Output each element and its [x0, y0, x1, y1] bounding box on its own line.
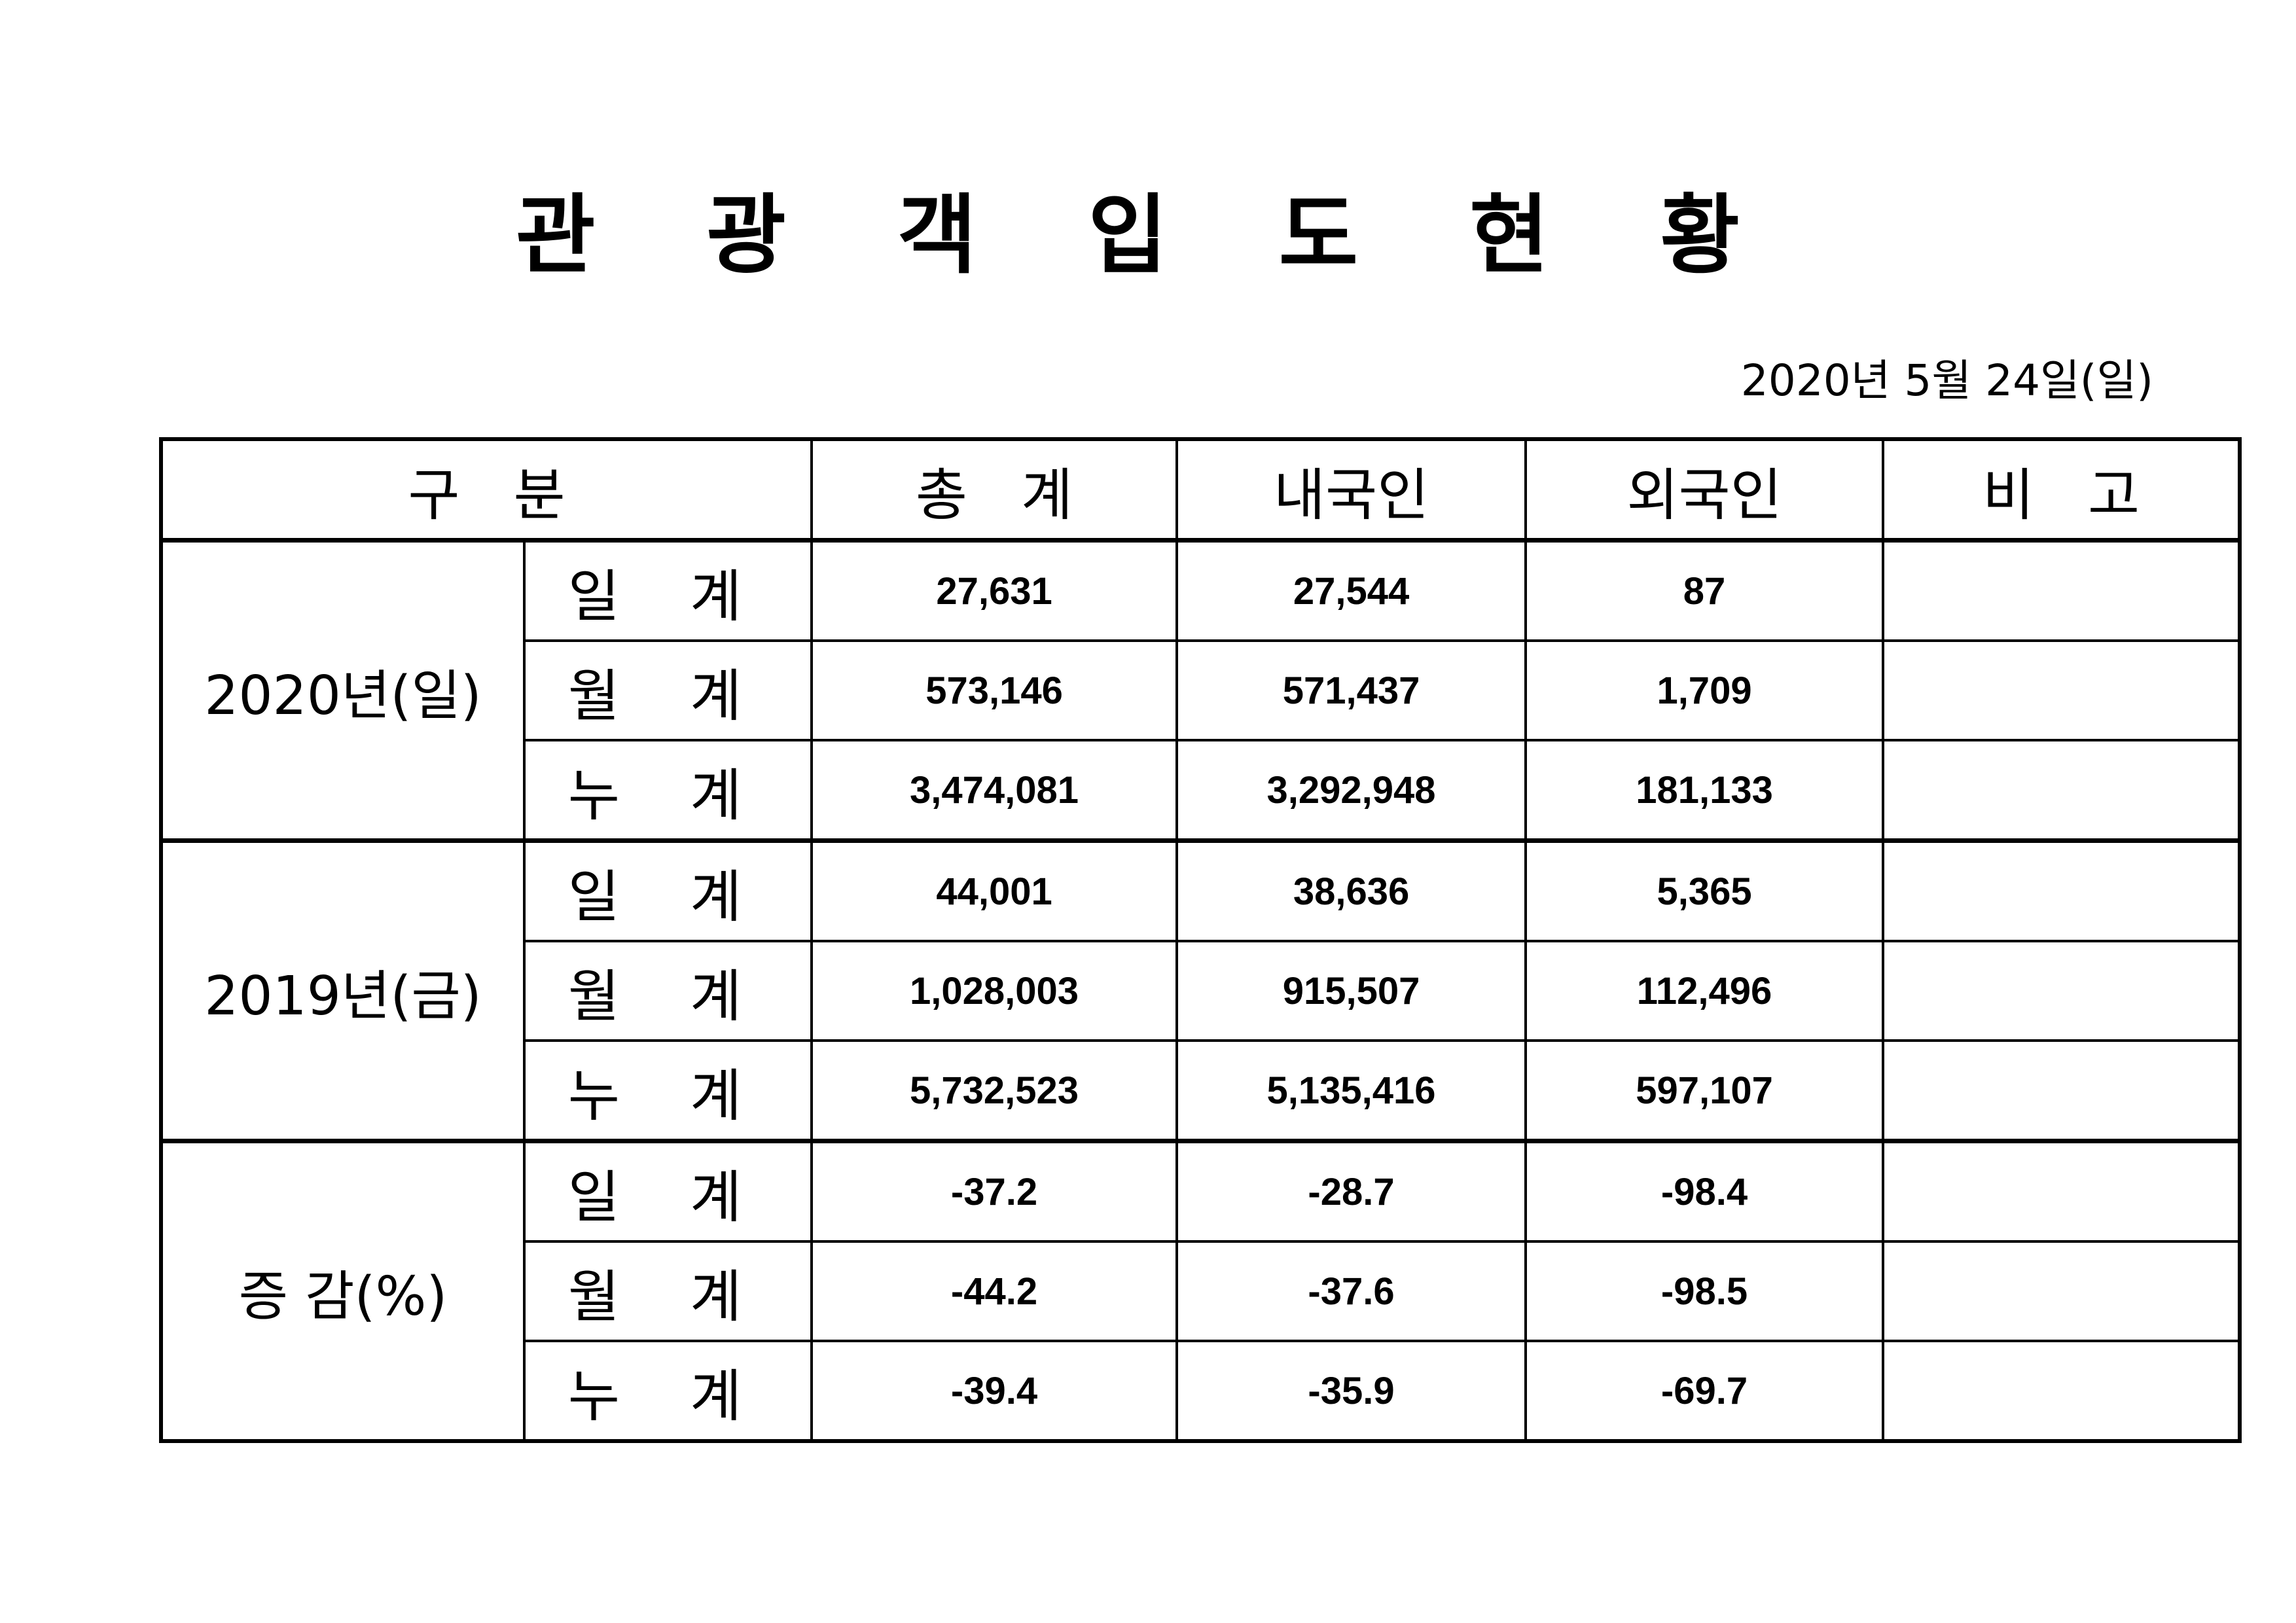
total-cell: -37.2 — [810, 1139, 1179, 1243]
domestic-cell: -37.6 — [1175, 1240, 1528, 1342]
table-row: 월 계 1,028,003 915,507 112,496 — [161, 940, 2242, 1042]
note-cell — [1882, 1039, 2242, 1143]
table-row: 누 계 3,474,081 3,292,948 181,133 — [161, 739, 2242, 842]
total-cell: -39.4 — [810, 1340, 1179, 1442]
note-cell — [1882, 538, 2242, 642]
total-cell: 44,001 — [810, 838, 1179, 942]
period-label: 일 계 — [522, 1139, 814, 1243]
table-row: 월 계 573,146 571,437 1,709 — [161, 639, 2242, 741]
period-label: 누 계 — [522, 739, 814, 842]
header-category: 구 분 — [159, 438, 814, 543]
foreign-cell: -69.7 — [1524, 1340, 1885, 1442]
table-row: 누 계 -39.4 -35.9 -69.7 — [161, 1340, 2242, 1442]
period-label: 일 계 — [522, 538, 814, 642]
note-cell — [1882, 838, 2242, 942]
foreign-cell: -98.5 — [1524, 1240, 1885, 1342]
note-cell — [1882, 1139, 2242, 1243]
foreign-cell: 1,709 — [1524, 639, 1885, 741]
domestic-cell: 5,135,416 — [1175, 1039, 1528, 1143]
tourist-arrivals-table: 구 분 총 계 내국인 외국인 비 고 2020년(일) 일 계 27,631 27,… — [159, 437, 2242, 1443]
note-cell — [1882, 940, 2242, 1042]
domestic-cell: 38,636 — [1175, 838, 1528, 942]
table-row: 2019년(금) 일 계 44,001 38,636 5,365 — [160, 838, 2242, 1143]
foreign-cell: 5,365 — [1524, 838, 1885, 942]
table-row: 증 감(%) 일 계 -37.2 -28.7 -98.4 — [160, 1139, 2242, 1442]
group-label: 2019년(금) — [160, 838, 526, 1143]
header-note: 비 고 — [1882, 438, 2242, 543]
page-title: 관 광 객 입 도 현 황 — [516, 185, 1780, 286]
table-row: 누 계 5,732,523 5,135,416 597,107 — [161, 1039, 2242, 1143]
total-cell: 5,732,523 — [810, 1039, 1179, 1143]
header-domestic: 내국인 — [1175, 438, 1528, 543]
domestic-cell: 3,292,948 — [1175, 739, 1528, 842]
period-label: 일 계 — [522, 838, 814, 942]
foreign-cell: 597,107 — [1524, 1039, 1885, 1143]
foreign-cell: 87 — [1524, 538, 1885, 642]
table-row: 월 계 -44.2 -37.6 -98.5 — [161, 1240, 2242, 1342]
total-cell: 27,631 — [810, 538, 1179, 642]
total-cell: 1,028,003 — [810, 940, 1179, 1042]
header-row: 구 분 총 계 내국인 외국인 비 고 — [159, 438, 2242, 543]
period-label: 월 계 — [522, 639, 814, 741]
period-label: 월 계 — [522, 940, 814, 1042]
foreign-cell: 112,496 — [1524, 940, 1885, 1042]
note-cell — [1882, 739, 2242, 842]
period-label: 월 계 — [522, 1240, 814, 1342]
domestic-cell: -28.7 — [1175, 1139, 1528, 1243]
domestic-cell: -35.9 — [1175, 1340, 1528, 1442]
group-label: 증 감(%) — [160, 1139, 526, 1442]
total-cell: 3,474,081 — [810, 739, 1179, 842]
header-total: 총 계 — [810, 438, 1179, 543]
table-row: 2020년(일) 일 계 27,631 27,544 87 — [160, 538, 2242, 842]
domestic-cell: 915,507 — [1175, 940, 1528, 1042]
foreign-cell: 181,133 — [1524, 739, 1885, 842]
total-cell: -44.2 — [810, 1240, 1179, 1342]
note-cell — [1882, 1340, 2242, 1442]
group-label: 2020년(일) — [160, 538, 526, 842]
period-label: 누 계 — [522, 1039, 814, 1143]
note-cell — [1882, 1240, 2242, 1342]
header-foreign: 외국인 — [1524, 438, 1885, 543]
domestic-cell: 571,437 — [1175, 639, 1528, 741]
domestic-cell: 27,544 — [1175, 538, 1528, 642]
total-cell: 573,146 — [810, 639, 1179, 741]
period-label: 누 계 — [522, 1340, 814, 1442]
report-date: 2020년 5월 24일(일) — [1740, 355, 2153, 406]
foreign-cell: -98.4 — [1524, 1139, 1885, 1243]
note-cell — [1882, 639, 2242, 741]
